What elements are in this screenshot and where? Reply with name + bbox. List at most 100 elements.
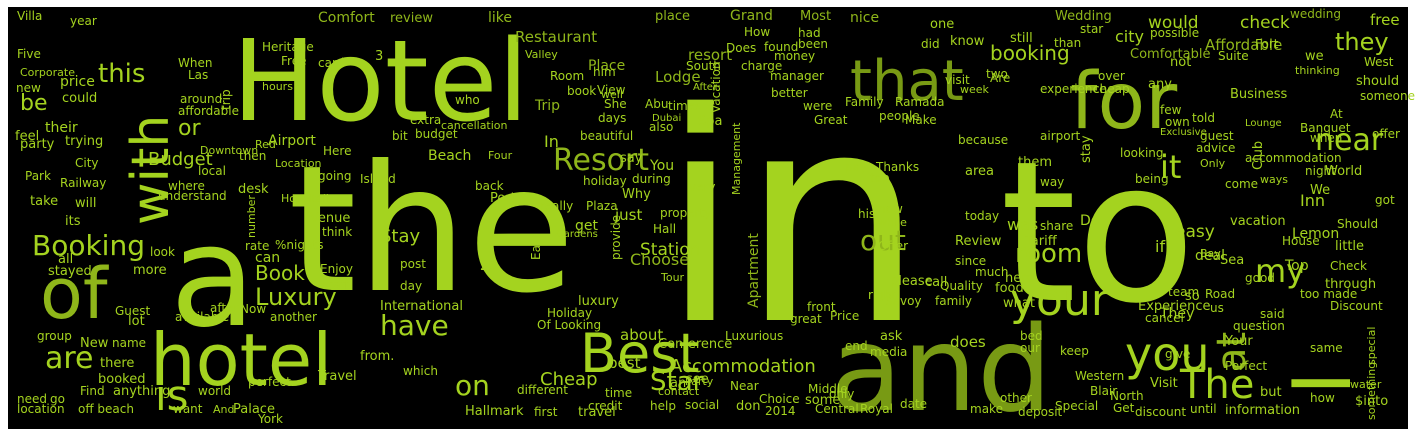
cloud-word: only [829,387,854,401]
cloud-word: Downtown [200,144,258,157]
cloud-word: few [1160,103,1182,117]
cloud-word: bit [392,129,408,143]
cloud-word: Affordable [1205,36,1282,54]
cloud-word: which [403,364,438,378]
cloud-word: desk [238,182,269,197]
cloud-word: Most [800,9,831,24]
cloud-word: experience [1040,82,1107,96]
cloud-word: today [965,209,999,223]
cloud-word: discount [1135,405,1186,419]
cloud-word: airport [1040,129,1081,143]
cloud-word: date [900,397,927,411]
cloud-word: Visit [1150,376,1178,391]
cloud-word: Place [588,58,625,74]
cloud-word: The [1179,362,1254,408]
cloud-word: Enjoy [320,262,353,276]
cloud-word: Las [188,68,208,82]
cloud-word: Stay [380,226,421,247]
cloud-word: than [1054,36,1081,50]
cloud-word: Banquet [1300,121,1351,135]
cloud-word: Comfortable [1130,47,1211,62]
cloud-word: an [670,376,686,391]
cloud-word: Port [490,191,516,206]
cloud-word: time [605,386,632,400]
cloud-word: family [935,294,972,308]
cloud-word: what [1003,296,1035,311]
cloud-word: Spa [698,114,722,129]
cloud-word: was [1007,215,1038,234]
cloud-word: way [1040,175,1064,189]
cloud-word: Budget [148,149,213,170]
cloud-word: then [239,149,266,163]
cloud-word: City [75,156,99,170]
cloud-word: Get [1113,401,1135,415]
cloud-word: place [655,9,690,24]
cloud-word: or [178,116,201,141]
cloud-word: also [649,120,673,134]
cloud-word: where [168,179,205,193]
cloud-word: come [1225,177,1258,191]
cloud-word: how [1310,391,1335,405]
cloud-word: share [1040,219,1073,233]
cloud-word: think [322,225,352,239]
cloud-word: Lounge [1245,118,1282,129]
cloud-word: charge [741,59,782,73]
cloud-word: Restaurant [515,28,597,46]
cloud-word: this [98,59,145,89]
cloud-word: Why [622,187,651,202]
cloud-word: Island [360,172,396,186]
cloud-word: understand [158,189,227,203]
cloud-word: feel [15,129,39,144]
cloud-word: Road [1205,287,1235,301]
cloud-word: West [1364,55,1394,69]
cloud-word: offer [1372,127,1400,141]
cloud-word: booked [98,372,145,387]
cloud-word: Lodge [655,68,701,86]
cloud-word: night [1305,164,1336,178]
cloud-word: another [270,310,317,324]
cloud-word: holiday [583,174,627,188]
cloud-word: Apartment [746,233,762,308]
cloud-word: said [1260,307,1285,321]
cloud-word: advice [1196,141,1235,155]
cloud-word: post [400,257,426,271]
cloud-word: easy [1175,222,1215,242]
cloud-word: back [475,179,504,193]
cloud-word: cancellation [441,119,508,132]
cloud-word: She [604,97,627,111]
cloud-word: there [100,356,134,371]
cloud-word: check [1240,13,1290,33]
cloud-word: Tour [660,271,685,284]
cloud-word: Holiday [547,306,592,320]
cloud-word: beautiful [580,129,633,143]
cloud-word: deposit [1018,405,1063,419]
cloud-word: Station [640,240,700,260]
cloud-word: bed [1020,329,1043,343]
cloud-word: Palace [233,402,275,417]
cloud-word: going [318,169,352,183]
cloud-word: affordable [178,104,239,118]
cloud-word: end [845,339,868,353]
cloud-word: 3 [375,49,383,64]
cloud-word: Find [80,384,105,398]
cloud-word: Corporate [20,66,75,79]
cloud-word: budget [415,127,458,141]
cloud-word: have [380,309,449,342]
cloud-word: go [50,392,65,406]
cloud-word: available [175,310,229,324]
cloud-word: Red [255,138,276,151]
cloud-word: say [620,151,643,166]
cloud-word: price [60,74,95,90]
cloud-word: from. [360,349,394,364]
cloud-word: please [890,274,933,289]
cloud-word: We [1310,183,1330,198]
cloud-word: about [620,326,663,344]
cloud-word: my [1255,252,1305,290]
cloud-word: Special [1055,399,1098,413]
cloud-word: Cheap [540,369,598,390]
cloud-word: were [803,99,832,113]
cloud-word: Perfect [1225,359,1267,373]
cloud-word: area [965,164,994,179]
